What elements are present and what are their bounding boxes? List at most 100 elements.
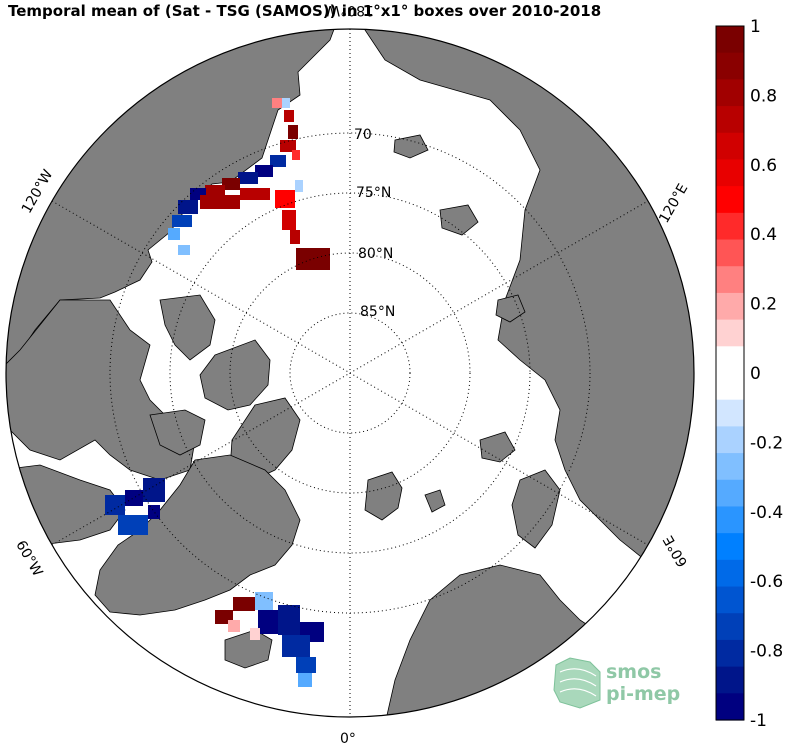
data-box bbox=[143, 478, 165, 502]
colorbar-segment bbox=[716, 479, 744, 508]
logo-wave-icon bbox=[553, 657, 601, 709]
land-franz-josef bbox=[479, 431, 516, 463]
logo-text-pimep: pi-mep bbox=[606, 683, 680, 705]
data-box bbox=[172, 215, 192, 227]
data-box bbox=[296, 248, 330, 270]
data-box bbox=[222, 178, 240, 190]
colorbar-segment bbox=[716, 559, 744, 588]
colorbar-segment bbox=[716, 239, 744, 267]
data-box bbox=[282, 635, 310, 657]
data-box bbox=[178, 200, 198, 214]
colorbar-tick-label: 1 bbox=[750, 17, 761, 37]
data-boxes bbox=[105, 98, 330, 687]
graticule bbox=[51, 29, 649, 717]
colorbar-tick-label: -0.2 bbox=[750, 433, 783, 453]
colorbar-segment bbox=[716, 52, 744, 80]
land-canadian-islands-1 bbox=[6, 299, 196, 481]
data-box bbox=[258, 610, 278, 634]
latitude-circle-85 bbox=[289, 312, 411, 434]
land-svalbard bbox=[364, 471, 403, 521]
colorbar-segment bbox=[716, 613, 744, 641]
logo-wave-lines-icon bbox=[559, 668, 597, 697]
lon-label-0: 0° bbox=[340, 731, 356, 746]
colorbar-segment bbox=[716, 132, 744, 161]
colorbar-segment bbox=[716, 693, 744, 721]
lat-label-75: 75°N bbox=[356, 185, 391, 201]
colorbar-tick-label: -0.4 bbox=[750, 503, 783, 523]
colorbar-segment bbox=[716, 106, 744, 134]
land-canadian-islands-4 bbox=[149, 409, 206, 456]
colorbar-tick-label: -0.8 bbox=[750, 642, 783, 662]
data-box bbox=[284, 110, 294, 122]
colorbar-tick-label: 0 bbox=[750, 364, 761, 384]
lon-label-60w: 60°W bbox=[12, 538, 45, 580]
land-svalbard-small bbox=[424, 489, 446, 513]
colorbar-segment bbox=[716, 319, 744, 347]
land-ellesmere bbox=[229, 397, 301, 483]
data-box bbox=[282, 98, 290, 108]
data-box bbox=[280, 140, 296, 152]
colorbar-segment bbox=[716, 399, 744, 427]
data-box bbox=[295, 180, 303, 192]
data-box bbox=[298, 673, 312, 687]
data-box bbox=[233, 597, 255, 611]
data-box bbox=[270, 155, 286, 167]
colorbar-segment bbox=[716, 159, 744, 187]
data-box bbox=[278, 605, 300, 635]
colorbar-segment bbox=[716, 79, 744, 107]
land-severnaya-zemlya bbox=[495, 294, 526, 323]
data-box bbox=[125, 490, 143, 506]
data-box bbox=[292, 150, 300, 160]
data-box bbox=[272, 98, 282, 108]
land-novaya-zemlya bbox=[511, 469, 561, 549]
colorbar-segment bbox=[716, 373, 744, 401]
colorbar-segments bbox=[716, 26, 744, 721]
data-box bbox=[250, 628, 260, 640]
colorbar-frame bbox=[715, 25, 745, 721]
logo-text-smos: smos bbox=[606, 661, 661, 683]
data-box bbox=[148, 505, 160, 519]
colorbar-segment bbox=[716, 186, 744, 214]
data-box bbox=[296, 657, 316, 673]
data-box bbox=[255, 165, 273, 177]
data-box bbox=[255, 592, 273, 610]
colorbar-segment bbox=[716, 212, 744, 241]
colorbar-segment bbox=[716, 426, 744, 454]
colorbar-ticks: 1 0.8 0.6 0.4 0.2 0 -0.2 -0.4 -0.6 -0.8 -1 bbox=[750, 17, 783, 731]
land-canadian-islands-3 bbox=[199, 339, 271, 411]
data-box bbox=[178, 245, 190, 255]
colorbar-tick-label: -0.6 bbox=[750, 572, 783, 592]
colorbar-segment bbox=[716, 586, 744, 614]
meridian-120 bbox=[51, 200, 649, 546]
colorbar-tick-label: 0.8 bbox=[750, 86, 777, 106]
smos-pimep-logo: smos pi-mep bbox=[553, 657, 680, 709]
colorbar-segment bbox=[716, 666, 744, 694]
colorbar-tick-label: 0.2 bbox=[750, 295, 777, 315]
colorbar-tick-label: 0.4 bbox=[750, 225, 777, 245]
data-box bbox=[290, 230, 300, 244]
data-box bbox=[275, 190, 295, 208]
colorbar-segment bbox=[716, 292, 744, 321]
data-box bbox=[240, 188, 270, 200]
land-new-siberian-islands bbox=[439, 204, 479, 236]
lat-label-70: 70 bbox=[354, 127, 372, 143]
data-box bbox=[105, 495, 125, 515]
lon-label-120e: 120°E bbox=[656, 181, 691, 226]
colorbar-segment bbox=[716, 533, 744, 561]
colorbar-segment bbox=[716, 639, 744, 668]
lon-label-180: 180°W bbox=[326, 2, 374, 18]
data-box bbox=[168, 228, 180, 240]
colorbar: 1 0.8 0.6 0.4 0.2 0 -0.2 -0.4 -0.6 -0.8 -1 bbox=[715, 17, 783, 731]
colorbar-tick-label: 0.6 bbox=[750, 156, 777, 176]
map-boundary bbox=[5, 28, 695, 718]
data-box bbox=[282, 210, 296, 230]
colorbar-tick-label: -1 bbox=[750, 711, 767, 731]
latitude-circle-75 bbox=[169, 192, 531, 554]
colorbar-segment bbox=[716, 506, 744, 534]
data-box bbox=[118, 515, 148, 535]
lon-label-60e: 60°E bbox=[660, 532, 691, 569]
data-box bbox=[228, 620, 240, 632]
data-box bbox=[200, 195, 240, 209]
data-box bbox=[288, 125, 298, 139]
